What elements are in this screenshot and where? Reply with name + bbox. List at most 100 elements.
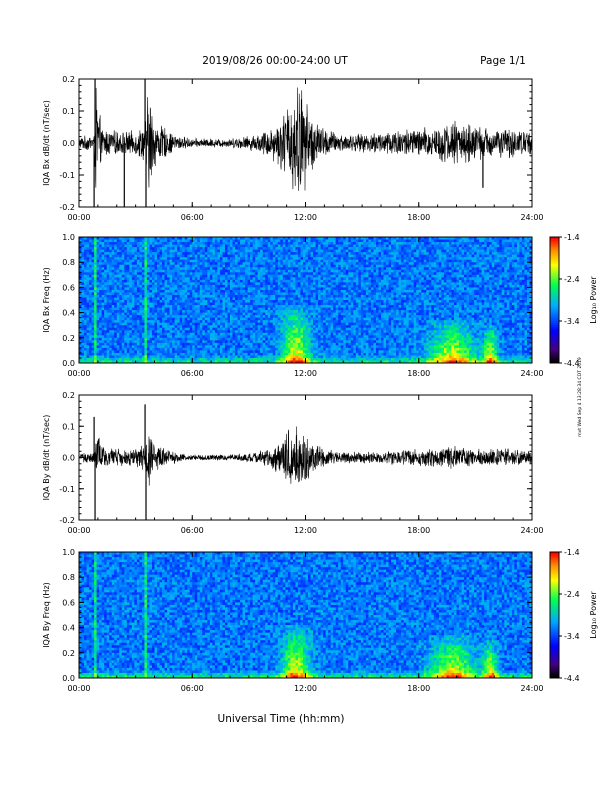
figure-title: 2019/08/26 00:00-24:00 UT: [202, 55, 348, 67]
heat-cell: [214, 277, 218, 281]
heat-cell: [106, 294, 110, 298]
heat-cell: [277, 332, 281, 336]
heat-cell: [260, 267, 264, 271]
heat-cell: [99, 302, 103, 306]
heat-cell: [315, 327, 319, 331]
heat-cell: [277, 315, 281, 319]
heat-cell: [227, 257, 231, 261]
heat-cell: [104, 312, 108, 316]
heat-cell: [192, 315, 196, 319]
heat-cell: [126, 345, 130, 349]
heat-cell: [94, 272, 98, 276]
heat-cell: [292, 252, 296, 256]
heat-cell: [260, 302, 264, 306]
heat-cell: [282, 312, 286, 316]
heat-cell: [129, 337, 133, 341]
heat-cell: [99, 247, 103, 250]
heat-cell: [318, 272, 321, 276]
heat-cell: [297, 330, 301, 334]
heat-cell: [302, 337, 306, 341]
heat-cell: [106, 274, 110, 278]
heat-cell: [280, 342, 284, 346]
heat-cell: [287, 269, 291, 273]
heat-cell: [214, 360, 218, 364]
heat-cell: [207, 257, 211, 261]
heat-cell: [262, 289, 266, 293]
heat-cell: [219, 257, 223, 261]
heat-cell: [187, 352, 191, 356]
heat-cell: [260, 287, 264, 291]
heat-cell: [84, 342, 87, 346]
heat-cell: [162, 269, 165, 273]
heat-cell: [124, 274, 128, 278]
heat-cell: [129, 262, 133, 266]
heat-cell: [139, 274, 143, 278]
heat-cell: [84, 289, 87, 293]
heat-cell: [287, 259, 291, 263]
heat-cell: [194, 239, 198, 243]
heat-cell: [295, 302, 299, 306]
heat-cell: [86, 237, 90, 240]
heat-cell: [252, 269, 256, 273]
heat-cell: [315, 237, 319, 240]
heat-cell: [172, 277, 176, 281]
heat-cell: [305, 330, 309, 334]
heat-cell: [106, 330, 110, 334]
heat-cell: [270, 347, 274, 351]
heat-cell: [116, 350, 120, 354]
heat-cell: [96, 249, 100, 253]
heat-cell: [310, 360, 314, 364]
heat-cell: [124, 300, 128, 303]
heat-cell: [169, 350, 173, 354]
heat-cell: [275, 249, 279, 253]
heat-cell: [179, 310, 183, 313]
heat-cell: [308, 357, 311, 361]
heat-cell: [94, 257, 98, 261]
heat-cell: [192, 357, 196, 361]
heat-cell: [109, 335, 113, 339]
heat-cell: [217, 244, 221, 248]
heat-cell: [245, 294, 249, 298]
heat-cell: [204, 294, 208, 298]
heat-cell: [184, 267, 188, 271]
heat-cell: [310, 322, 314, 326]
heat-cell: [252, 312, 256, 316]
heat-cell: [230, 307, 233, 311]
heat-cell: [214, 325, 218, 329]
heat-cell: [275, 302, 279, 306]
heat-cell: [101, 347, 105, 351]
heat-cell: [194, 342, 198, 346]
heat-cell: [96, 335, 100, 339]
heat-cell: [287, 310, 291, 313]
heat-cell: [79, 335, 82, 339]
heat-cell: [222, 350, 226, 354]
heat-cell: [282, 320, 286, 324]
heat-cell: [300, 262, 304, 266]
heat-cell: [318, 360, 321, 364]
heat-cell: [252, 320, 256, 324]
heat-cell: [89, 317, 92, 321]
heat-cell: [204, 350, 208, 354]
heat-cell: [126, 247, 130, 250]
heat-cell: [230, 279, 233, 283]
heat-cell: [318, 252, 321, 256]
heat-cell: [91, 332, 95, 336]
heat-cell: [151, 347, 155, 351]
heat-cell: [184, 330, 188, 334]
heat-cell: [144, 332, 148, 336]
heat-cell: [297, 289, 301, 293]
heat-cell: [207, 342, 211, 346]
heat-cell: [300, 345, 304, 349]
heat-cell: [310, 244, 314, 248]
heat-cell: [197, 269, 201, 273]
heat-cell: [300, 357, 304, 361]
heat-cell: [265, 244, 269, 248]
heat-cell: [89, 305, 92, 308]
heat-cell: [247, 355, 251, 359]
heat-cell: [222, 264, 226, 268]
heat-cell: [240, 352, 243, 356]
heat-cell: [94, 322, 98, 326]
heat-cell: [282, 332, 286, 336]
heat-cell: [184, 315, 188, 319]
heat-cell: [240, 307, 243, 311]
